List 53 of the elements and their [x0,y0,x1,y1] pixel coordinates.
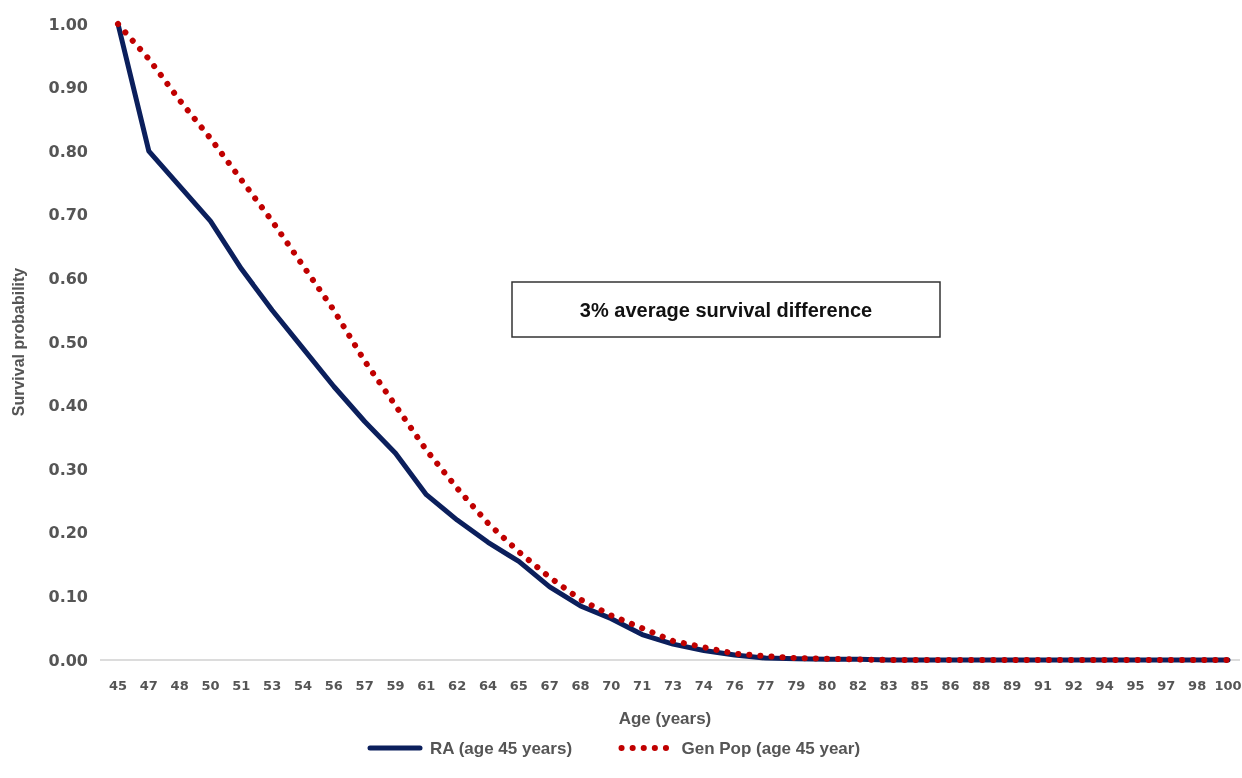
x-tick-label: 91 [1033,678,1053,693]
y-tick-label: 0.90 [48,78,88,98]
y-tick-label: 0.40 [48,396,88,416]
x-tick-label: 70 [602,678,621,693]
x-tick-label: 85 [910,678,929,693]
x-tick-label: 51 [232,678,251,693]
x-tick-label: 71 [633,678,652,693]
x-tick-label: 94 [1095,678,1114,693]
x-tick-label: 100 [1214,678,1242,693]
x-tick-label: 73 [663,678,683,693]
x-tick-label: 50 [201,678,220,693]
x-tick-label: 77 [756,678,775,693]
x-tick-label: 61 [417,678,436,693]
x-tick-label: 74 [694,678,713,693]
x-tick-label: 86 [941,678,960,693]
x-tick-label: 76 [725,678,744,693]
x-tick-label: 88 [972,678,991,693]
x-tick-label: 83 [879,678,898,693]
x-tick-label: 59 [386,678,405,693]
y-tick-label: 0.70 [48,205,88,225]
y-tick-label: 1.00 [48,14,88,34]
y-tick-label: 0.30 [48,459,88,479]
x-tick-label: 97 [1157,678,1176,693]
y-tick-label: 0.10 [48,587,88,606]
y-tick-label: 0.50 [48,332,88,352]
x-tick-label: 89 [1003,678,1022,693]
y-tick-label: 0.60 [48,269,88,288]
y-tick-label: 0.20 [48,523,88,543]
x-tick-label: 79 [787,678,806,693]
x-tick-label: 62 [448,678,467,693]
x-tick-label: 56 [324,678,343,693]
x-tick-label: 47 [139,678,158,693]
legend-label: RA (age 45 years) [430,738,573,758]
y-tick-label: 0.80 [48,141,88,161]
x-tick-label: 68 [571,678,590,693]
x-tick-label: 57 [355,678,374,693]
x-tick-label: 45 [108,678,128,693]
x-tick-label: 53 [263,678,282,693]
x-tick-label: 82 [848,678,868,693]
y-tick-label: 0.00 [48,650,88,670]
x-tick-label: 54 [293,678,313,693]
x-tick-label: 65 [509,678,528,693]
x-tick-label: 98 [1188,678,1207,693]
x-tick-label: 80 [818,678,837,693]
x-axis-title: Age (years) [618,709,712,728]
x-tick-label: 48 [170,678,189,693]
x-tick-label: 67 [540,678,559,693]
y-axis-title: Survival probability [10,267,27,417]
x-tick-label: 92 [1064,678,1083,693]
annotation: 3% average survival difference [579,299,873,321]
legend-label: Gen Pop (age 45 year) [681,738,861,758]
x-tick-label: 95 [1126,678,1145,693]
x-tick-label: 64 [478,678,498,693]
